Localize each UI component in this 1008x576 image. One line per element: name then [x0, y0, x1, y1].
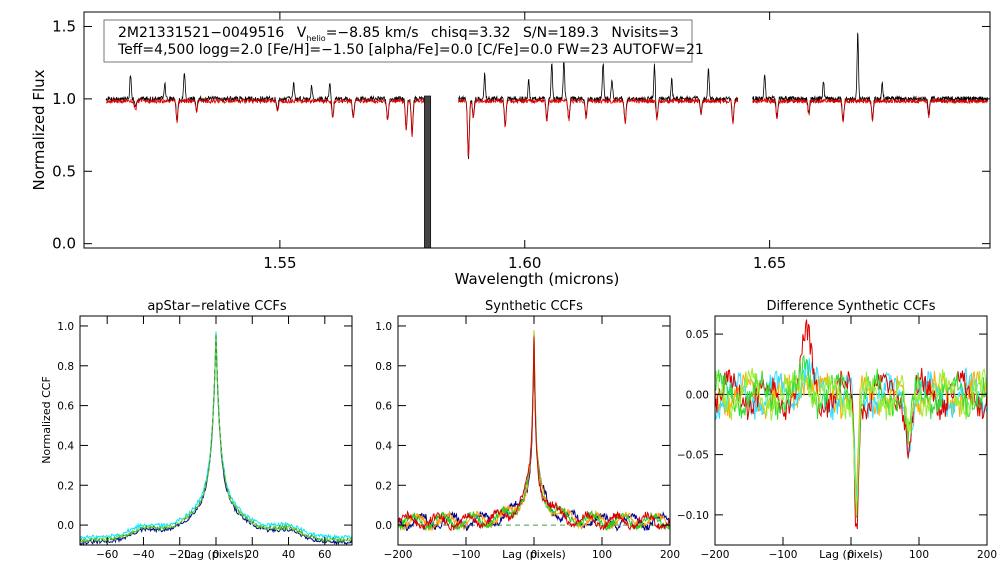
spectrum-ytick-label: 0.0 [52, 235, 76, 253]
model-spectrum-line [105, 97, 988, 157]
apstar-ccf-ylabel: Normalized CCF [40, 376, 53, 464]
apstar-ccf-series [79, 331, 353, 546]
nvisits: Nvisits=3 [611, 25, 678, 41]
apstar-ccf-xtick-label: −60 [96, 549, 118, 561]
info-line-1: 2M21331521−0049516 Vhelio=−8.85 km/s chi… [118, 25, 679, 43]
synthetic-ccf-ytick-label: 0.6 [375, 401, 392, 413]
spectrum-ytick-label: 0.5 [52, 162, 76, 180]
spectrum-xtick-label: 1.60 [508, 254, 541, 272]
difference-ccf-axes-frame [714, 315, 988, 546]
difference-ccf-line [714, 367, 988, 516]
synthetic-ccf-xtick-label: −100 [452, 549, 481, 561]
apstar-ccf-xtick-label: −40 [132, 549, 154, 561]
spectrum-series [105, 32, 988, 249]
snr: S/N=189.3 [523, 25, 599, 41]
difference-ccf-title: Difference Synthetic CCFs [766, 299, 935, 314]
spectrum-info-box: 2M21331521−0049516 Vhelio=−8.85 km/s chi… [103, 19, 704, 63]
synthetic-ccf-ytick-label: 0.2 [375, 480, 392, 492]
synthetic-ccf-line [397, 336, 671, 532]
apstar-ccf-ytick-label: 1.0 [57, 321, 74, 333]
synthetic-ccf-title: Synthetic CCFs [485, 299, 583, 314]
spectrum-xlabel: Wavelength (microns) [455, 270, 620, 288]
spectrum-panel: 1.55 1.60 1.65 0.0 0.5 1.0 1.5 Wavelength (mic… [30, 11, 991, 288]
synthetic-ccf-xtick-label: 0 [531, 549, 538, 561]
synthetic-ccf-line [397, 330, 671, 532]
difference-ccf-ytick-label: −0.10 [677, 510, 709, 522]
difference-ccf-xlabel: Lag (pixels) [819, 548, 883, 561]
apstar-ccf-xtick-label: 0 [213, 549, 220, 561]
difference-ccf-ticks: −200 −100 0 100 200 −0.10 −0.05 0.00 0.05 [677, 316, 997, 561]
synthetic-ccf-ytick-label: 0.0 [375, 520, 392, 532]
apstar-ccf-line [79, 336, 353, 546]
vhelio-value: =−8.85 km/s [326, 25, 419, 41]
difference-ccf-series [714, 319, 988, 530]
apstar-ccf-line [79, 333, 353, 544]
synthetic-ccf-ytick-label: 1.0 [375, 321, 392, 333]
info-box-frame [103, 19, 693, 63]
difference-ccf-ytick-label: 0.05 [686, 329, 709, 341]
apstar-ccf-ytick-label: 0.4 [57, 440, 74, 452]
apstar-ccf-panel: apStar−relative CCFs −60 −40 −20 0 20 40 60 0.0… [40, 299, 353, 561]
apstar-ccf-xtick-label: −20 [169, 549, 191, 561]
spectrum-xtick-label: 1.55 [263, 254, 296, 272]
apstar-ccf-ytick-label: 0.8 [57, 361, 74, 373]
apstar-ccf-line [79, 331, 353, 541]
spectrum-ytick-label: 1.0 [52, 90, 76, 108]
spectrum-ytick-label: 1.5 [52, 17, 76, 35]
apstar-ccf-ytick-label: 0.0 [57, 520, 74, 532]
vhelio-subscript: helio [306, 34, 325, 43]
spectrum-ylabel: Normalized Flux [30, 69, 48, 190]
apstar-ccf-ticks: −60 −40 −20 0 20 40 60 0.0 0.2 0.4 0.6 0.8 1.0 [57, 316, 352, 561]
spectrum-axes-frame [83, 11, 991, 249]
synthetic-ccf-ytick-label: 0.4 [375, 440, 392, 452]
synthetic-ccf-ytick-label: 0.8 [375, 361, 392, 373]
difference-ccf-xtick-label: 0 [848, 549, 855, 561]
spectrum-xtick-label: 1.65 [753, 254, 786, 272]
synthetic-ccf-xlabel: Lag (pixels) [502, 548, 566, 561]
synthetic-ccf-series [397, 330, 671, 532]
apstar-ccf-xtick-label: 40 [282, 549, 295, 561]
difference-ccf-panel: Difference Synthetic CCFs −200 −100 0 100 20… [677, 299, 997, 561]
synthetic-ccf-xtick-label: −200 [384, 549, 413, 561]
apstar-ccf-line [79, 333, 353, 544]
synthetic-ccf-ticks: −200 −100 0 100 200 0.0 0.2 0.4 0.6 0.8 1.0 [375, 316, 680, 561]
info-line-2: Teff=4,500 logg=2.0 [Fe/H]=−1.50 [alpha/… [117, 42, 704, 58]
synthetic-ccf-line [397, 334, 671, 532]
difference-ccf-ytick-label: 0.00 [686, 389, 709, 401]
synthetic-ccf-panel: Synthetic CCFs −200 −100 0 100 200 0.0 0.2 0.4 0… [375, 299, 680, 561]
difference-ccf-xtick-label: −200 [701, 549, 730, 561]
spectrum-ticks: 1.55 1.60 1.65 0.0 0.5 1.0 1.5 [52, 12, 990, 272]
synthetic-ccf-xtick-label: 200 [660, 549, 680, 561]
chip-gap-spike [424, 95, 432, 249]
star-id: 2M21331521−0049516 [118, 25, 284, 41]
apstar-ccf-ytick-label: 0.2 [57, 480, 74, 492]
vhelio-symbol: V [297, 25, 307, 41]
difference-ccf-xtick-label: 100 [909, 549, 929, 561]
difference-ccf-line [714, 319, 988, 530]
synthetic-ccf-xtick-label: 100 [592, 549, 612, 561]
apstar-ccf-xlabel: Lag (pixels) [184, 548, 248, 561]
difference-ccf-xtick-label: −100 [769, 549, 798, 561]
difference-ccf-xtick-label: 200 [977, 549, 997, 561]
apstar-ccf-ytick-label: 0.6 [57, 401, 74, 413]
apstar-ccf-xtick-label: 60 [318, 549, 331, 561]
chisq: chisq=3.32 [431, 25, 511, 41]
apstar-ccf-title: apStar−relative CCFs [147, 299, 287, 314]
difference-ccf-ytick-label: −0.05 [677, 450, 709, 462]
apstar-ccf-xtick-label: 20 [246, 549, 259, 561]
